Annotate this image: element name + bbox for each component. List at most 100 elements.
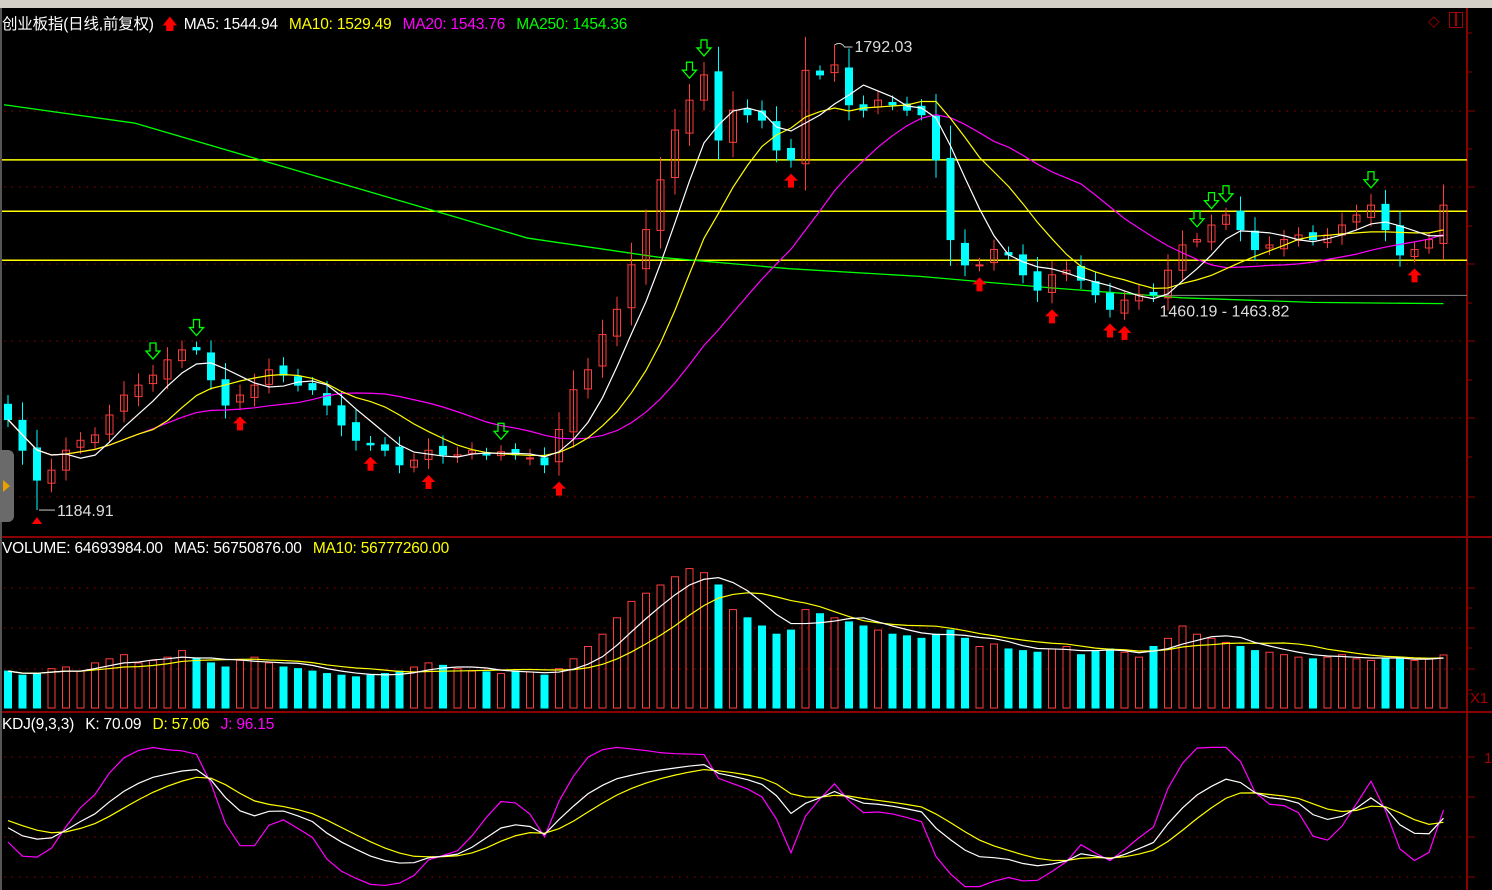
candle-up <box>613 308 621 337</box>
volume-bar <box>163 656 172 709</box>
volume-bar <box>1004 648 1013 709</box>
volume-bar <box>830 617 839 709</box>
candle-down <box>294 376 302 386</box>
volume-bar <box>627 600 636 709</box>
sell-signal-arrow-icon <box>695 39 713 57</box>
candle-down <box>1396 225 1404 256</box>
kdj-k-value: K: 70.09 <box>85 716 142 733</box>
candle-up <box>685 99 694 134</box>
volume-bar <box>497 673 505 709</box>
candle-down <box>352 422 360 441</box>
candle-down <box>1251 230 1259 251</box>
low-marker-icon <box>32 517 42 525</box>
volume-bar <box>1309 658 1317 709</box>
volume-bar <box>308 670 317 709</box>
kdj-axis-tick: 1 <box>1484 750 1492 767</box>
volume-bar <box>1091 650 1100 709</box>
candle-down <box>961 242 969 266</box>
candle-up <box>149 374 157 385</box>
candle-up <box>1222 214 1230 225</box>
kdj-k-line <box>7 763 1444 867</box>
candle-up <box>163 359 172 380</box>
volume-bar <box>250 656 259 709</box>
candle-up <box>120 394 128 412</box>
candle-up <box>975 264 984 267</box>
volume-bar <box>4 670 12 709</box>
candle-up <box>134 384 143 398</box>
kdj-name: KDJ(9,3,3) <box>2 716 75 733</box>
diamond-icon[interactable]: ◇ <box>1428 13 1440 30</box>
volume-bar <box>1294 656 1303 709</box>
buy-signal-arrow-icon <box>1045 309 1059 324</box>
volume-bar <box>439 664 447 709</box>
candle-up <box>468 449 476 454</box>
index-title: 创业板指(日线,前复权) <box>2 16 154 33</box>
volume-bar <box>1106 648 1114 709</box>
volume-bar <box>801 609 810 709</box>
candle-down <box>4 403 12 421</box>
candle-up <box>236 394 244 403</box>
volume-bar <box>932 633 940 709</box>
candle-down <box>787 147 795 161</box>
candle-down <box>743 108 752 116</box>
price-legend: 创业板指(日线,前复权) 🡅 MA5: 1544.94 MA10: 1529.4… <box>2 12 634 39</box>
sell-signal-arrow-icon <box>1362 171 1380 189</box>
volume-bar <box>1265 651 1274 709</box>
candle-down <box>337 405 346 426</box>
candle-up <box>1207 224 1216 243</box>
sell-signal-arrow-icon <box>492 422 510 441</box>
volume-bar <box>555 668 563 709</box>
volume-bar <box>903 635 911 709</box>
volume-bar <box>1120 651 1129 709</box>
volume-bar <box>975 646 984 709</box>
volume-bar <box>1323 656 1332 709</box>
candle-up <box>105 414 114 435</box>
volume-bar <box>105 658 114 709</box>
volume-bar <box>1207 637 1216 709</box>
layout-toggle-icon[interactable] <box>1449 12 1463 28</box>
candle-down <box>1149 291 1158 296</box>
volume-bar <box>323 673 331 709</box>
low-price-label: 1184.91 <box>57 503 114 520</box>
volume-bar <box>47 668 56 709</box>
ma10-value: MA10: 1529.49 <box>288 16 392 33</box>
volume-bar <box>120 654 128 709</box>
sell-signal-arrow-icon <box>144 342 162 360</box>
volume-bar <box>352 676 360 709</box>
volume-bar <box>1381 658 1390 709</box>
volume-bar <box>1410 659 1419 709</box>
candle-down <box>323 393 331 406</box>
volume-value: VOLUME: 64693984.00 <box>2 540 163 557</box>
volume-bar <box>1048 648 1056 709</box>
candle-up <box>1352 214 1361 223</box>
candle-up <box>47 469 56 484</box>
kdj-j-line <box>7 746 1445 888</box>
candle-down <box>395 446 404 466</box>
candle-down <box>540 457 549 466</box>
volume-bar <box>772 633 781 709</box>
kdj-d-line <box>7 768 1444 862</box>
volume-bar <box>598 633 607 709</box>
volume-bar <box>62 666 70 709</box>
expand-sidebar-handle[interactable] <box>0 450 14 522</box>
scale-button[interactable]: X1 <box>1470 690 1488 707</box>
volume-bar <box>192 658 201 709</box>
volume-bar <box>366 674 375 709</box>
volume-bar <box>1062 646 1071 709</box>
buy-signal-arrow-icon <box>363 456 378 471</box>
ma250-line <box>3 104 1444 305</box>
high-price-label: 1792.03 <box>855 39 913 56</box>
volume-bar <box>1251 650 1259 709</box>
ma20-value: MA20: 1543.76 <box>402 16 506 33</box>
kdj-d-value: D: 57.06 <box>152 716 210 733</box>
window-top-strip <box>0 0 1492 8</box>
volume-bar <box>410 666 418 709</box>
candle-up <box>1048 274 1056 293</box>
high-pointer <box>834 42 853 48</box>
candle-down <box>207 352 215 381</box>
candle-down <box>1381 203 1390 231</box>
candle-down <box>1033 271 1042 291</box>
ma250-value: MA250: 1454.36 <box>516 16 628 33</box>
volume-bar <box>482 671 491 709</box>
